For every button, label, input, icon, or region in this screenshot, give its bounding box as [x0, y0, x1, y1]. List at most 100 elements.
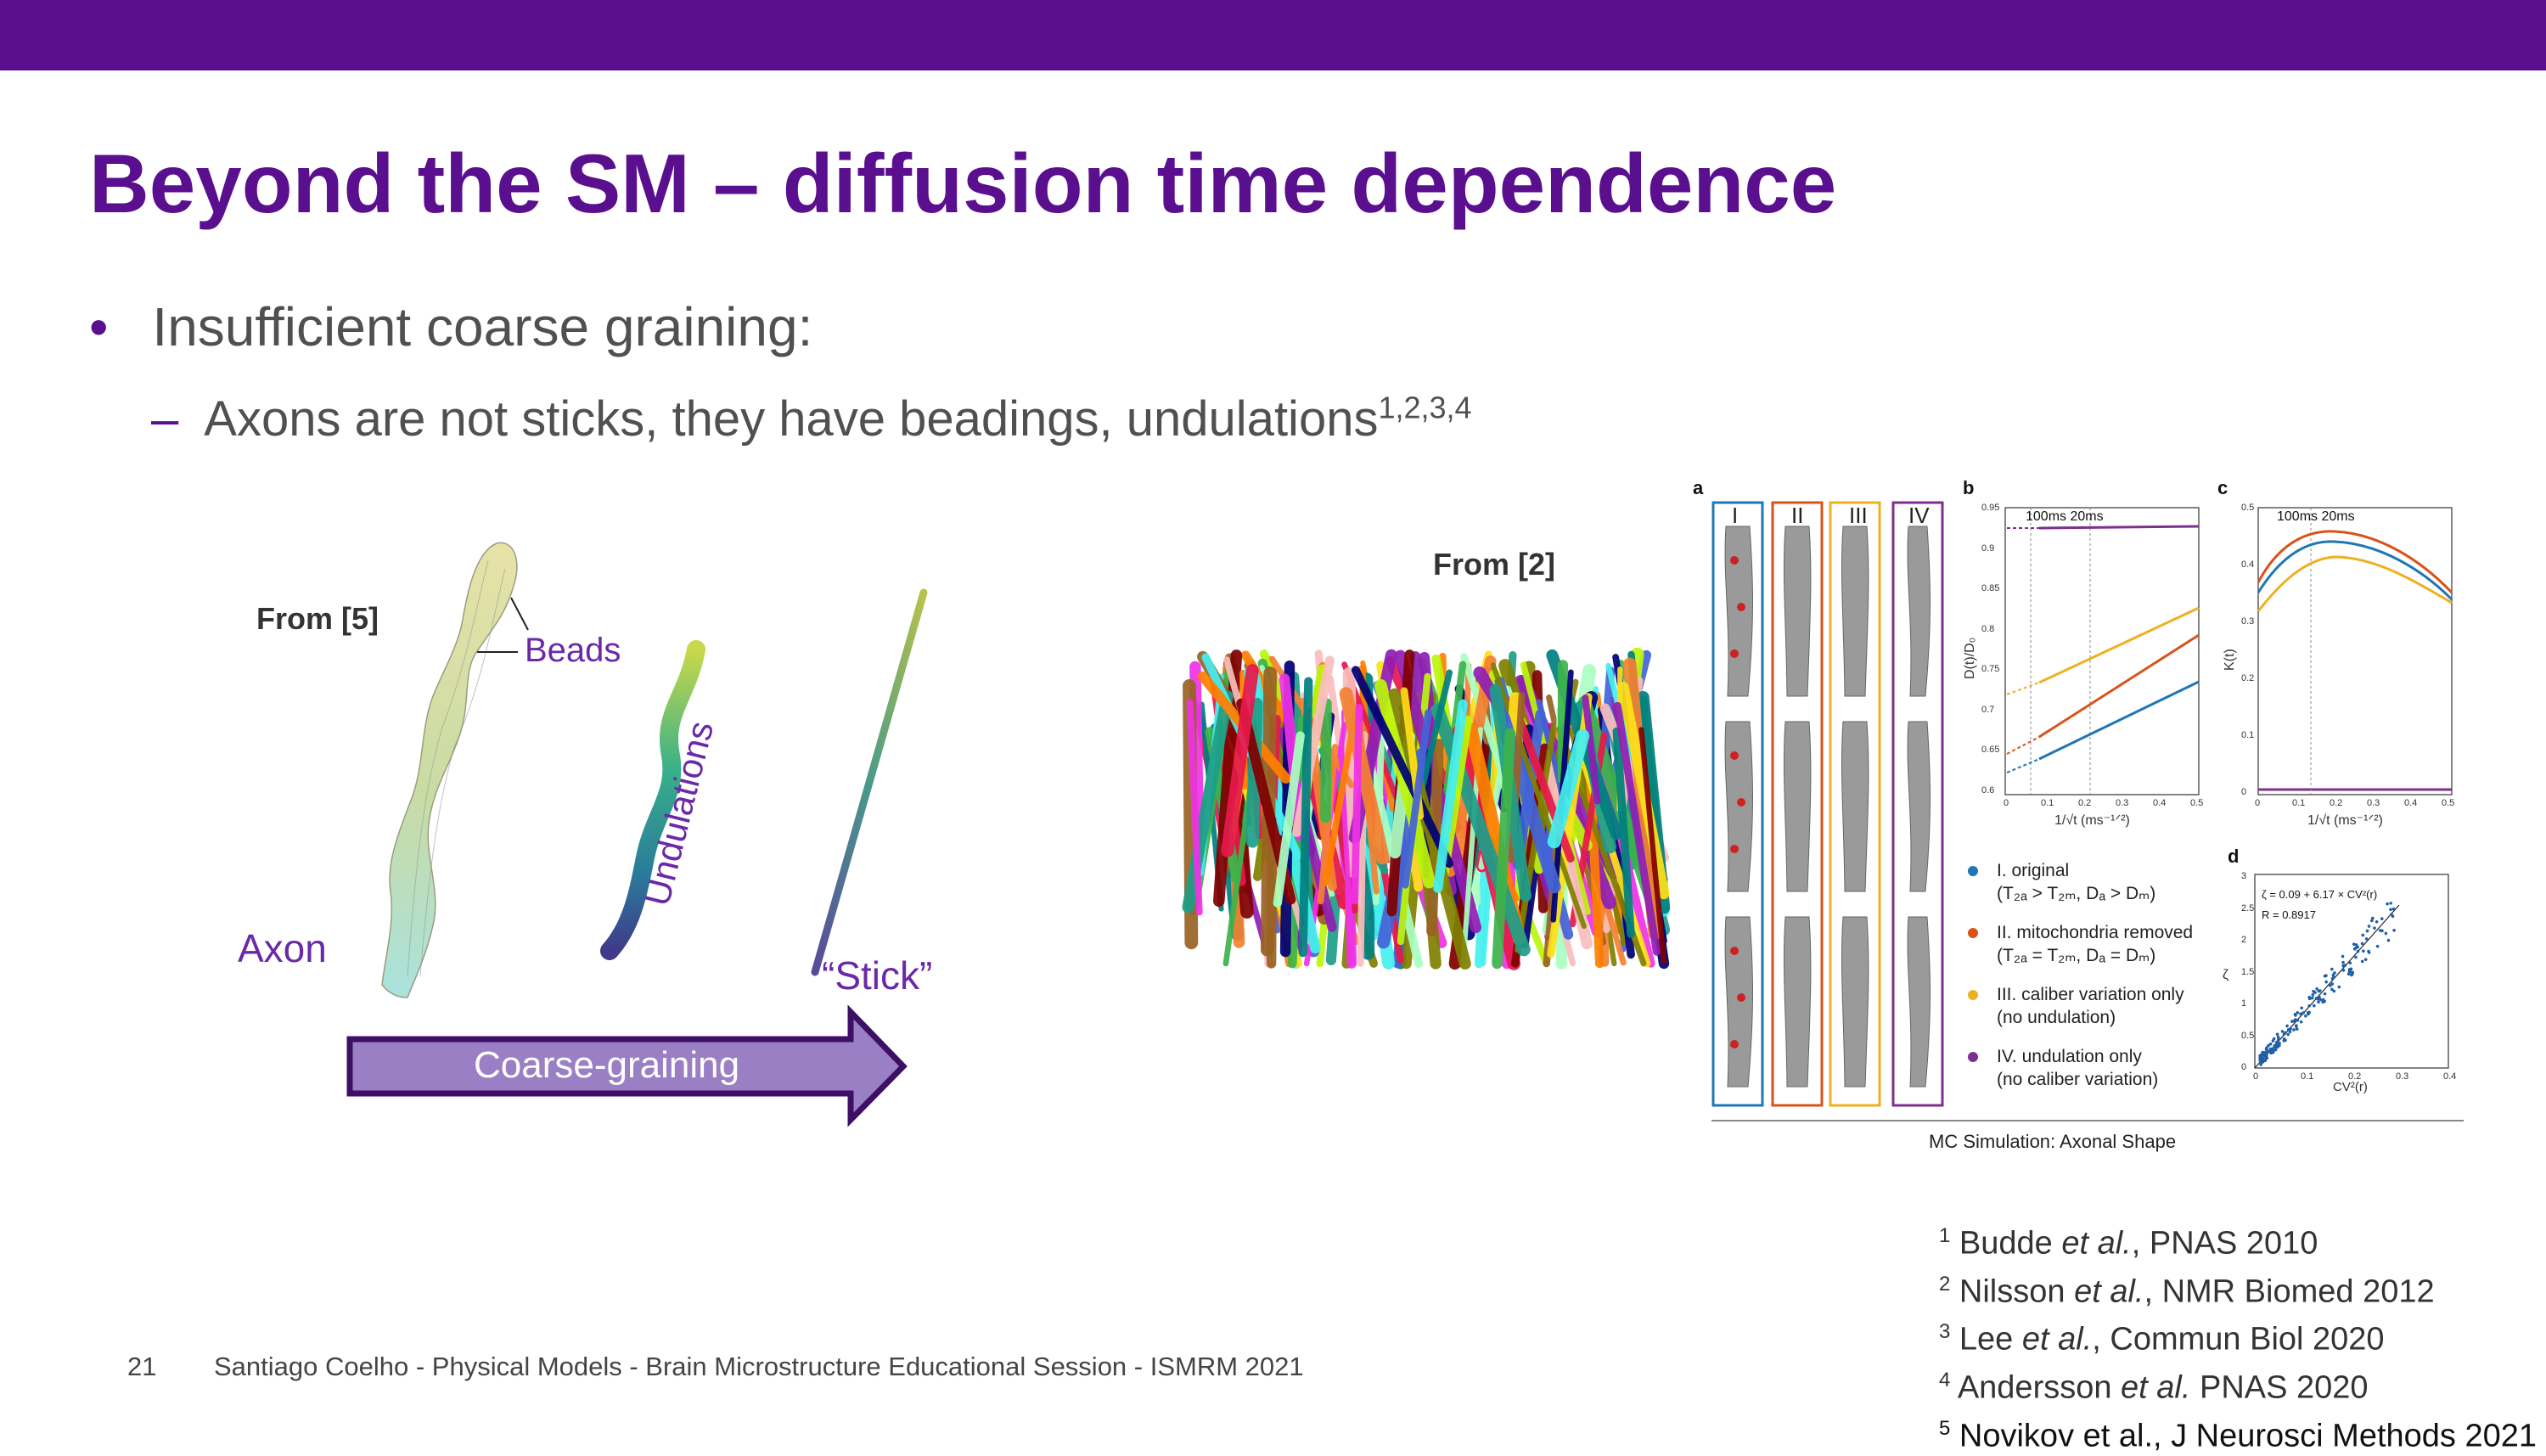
slide-title: Beyond the SM – diffusion time dependenc…	[89, 136, 1836, 232]
scatter-point	[2368, 925, 2371, 928]
axon-shape	[1784, 526, 1810, 696]
legend-entry: I. original(T₂ₐ > T₂ₘ, Dₐ > Dₘ)	[1997, 859, 2155, 905]
scatter-point	[2391, 915, 2395, 919]
axon-shape	[1784, 722, 1810, 891]
figure-baseline	[1711, 1119, 2464, 1122]
scatter-point	[2380, 917, 2384, 920]
axon-shape	[1908, 526, 1930, 696]
scatter-point	[2386, 902, 2389, 906]
scatter-point	[2272, 1039, 2275, 1043]
c-ytick: 0.2	[2241, 673, 2254, 683]
mitochondria-mark	[1737, 603, 1745, 611]
legend-marker	[1968, 990, 1978, 1000]
reference-number: 1	[1939, 1224, 1950, 1247]
scatter-point	[2274, 1048, 2278, 1052]
b-ytick: 0.6	[1981, 785, 1994, 795]
legend-subtitle: (T₂ₐ > T₂ₘ, Dₐ > Dₘ)	[1997, 882, 2155, 905]
panel-a-label: a	[1693, 477, 1703, 499]
mitochondria-mark	[1730, 947, 1739, 955]
axon-shape	[1841, 526, 1868, 696]
d-ylabel: ζ	[2223, 968, 2228, 983]
scatter-point	[2269, 1043, 2273, 1046]
c-ytick: 0	[2241, 787, 2246, 797]
b-ytick: 0.7	[1981, 705, 1994, 715]
b-xtick: 0.2	[2078, 798, 2091, 808]
bullet-level-2: –Axons are not sticks, they have beading…	[151, 391, 1472, 447]
scatter-point	[2283, 1032, 2286, 1036]
legend-entry: IV. undulation only(no caliber variation…	[1997, 1045, 2158, 1091]
d-xlabel: CV²(r)	[2333, 1080, 2368, 1094]
scatter-point	[2354, 956, 2358, 959]
b-ytick: 0.8	[1981, 624, 1994, 634]
scatter-point	[2299, 1012, 2302, 1015]
c-ytick: 0.3	[2241, 616, 2254, 627]
legend-title: IV. undulation only	[1997, 1045, 2158, 1068]
scatter-point	[2379, 929, 2382, 932]
mitochondria-mark	[1737, 993, 1745, 1002]
scatter-point	[2302, 1011, 2305, 1015]
scatter-point	[2362, 949, 2365, 953]
scatter-point	[2342, 969, 2346, 972]
scatter-point	[2392, 908, 2396, 911]
scatter-point	[2392, 929, 2396, 932]
scatter-point	[2341, 964, 2345, 968]
legend-title: III. caliber variation only	[1997, 983, 2184, 1006]
b-ytick: 0.65	[1981, 745, 1999, 755]
reference-item: 2 Nilsson et al., NMR Biomed 2012	[1939, 1264, 2537, 1313]
scatter-point	[2350, 967, 2353, 970]
scatter-point	[2330, 968, 2334, 971]
scatter-point	[2333, 990, 2336, 993]
zeta-scatter-plot	[2255, 874, 2450, 1070]
column-label-iii: III	[1849, 503, 1868, 529]
scatter-point	[2350, 974, 2353, 977]
axon-fiber	[1355, 708, 1359, 901]
mitochondria-mark	[1730, 845, 1739, 853]
axon-label: Axon	[238, 925, 327, 971]
reference-item: 1 Budde et al., PNAS 2010	[1939, 1216, 2537, 1264]
mitochondria-mark	[1737, 798, 1745, 807]
d-xtick: 0.3	[2396, 1071, 2408, 1082]
d-ytick: 1.5	[2241, 967, 2254, 977]
scatter-point	[2375, 920, 2379, 924]
scatter-point	[2284, 1038, 2287, 1042]
axon-shape	[1725, 917, 1752, 1087]
d-ytick: 1	[2241, 998, 2246, 1009]
scatter-point	[2324, 975, 2327, 978]
scatter-point	[2324, 981, 2328, 984]
scatter-point	[2324, 992, 2327, 996]
scatter-point	[2361, 960, 2364, 964]
scatter-point	[2373, 926, 2376, 930]
axon-fiber	[1325, 704, 1326, 818]
scatter-point	[2281, 1030, 2285, 1033]
mitochondria-mark	[1730, 556, 1739, 565]
b-ylabel: D(t)/D₀	[1963, 638, 1978, 679]
scatter-point	[2313, 991, 2317, 994]
scatter-point	[2294, 1013, 2297, 1016]
scatter-point	[2357, 950, 2360, 953]
bullet-marker: –	[151, 391, 178, 447]
scatter-point	[2294, 1018, 2297, 1021]
d-xtick: 0.4	[2443, 1071, 2456, 1082]
b-xtick: 0.3	[2116, 798, 2128, 808]
bullet-level-1: •Insufficient coarse graining:	[89, 295, 812, 358]
scatter-point	[2308, 997, 2312, 1000]
legend-title: I. original	[1997, 859, 2155, 882]
scatter-point	[2341, 961, 2345, 964]
d-ytick: 3	[2241, 871, 2246, 881]
scatter-point	[2318, 989, 2322, 992]
scatter-point	[2321, 1001, 2324, 1004]
c-xtick: 0.1	[2292, 798, 2305, 808]
reference-item: 4 Andersson et al. PNAS 2020	[1939, 1360, 2537, 1408]
b-xtick: 0.5	[2190, 798, 2203, 808]
axon-shape-columns	[1706, 501, 1961, 1112]
scatter-point	[2265, 1047, 2268, 1050]
scatter-point	[2311, 997, 2314, 1000]
d-ytick: 2	[2241, 935, 2246, 945]
d-formula: ζ = 0.09 + 6.17 × CV²(r)	[2262, 888, 2377, 901]
scatter-point	[2364, 958, 2368, 961]
top-banner	[0, 0, 2546, 70]
scatter-point	[2362, 934, 2365, 937]
d-xtick: 0.2	[2348, 1071, 2361, 1082]
bullet-text: Axons are not sticks, they have beadings…	[204, 391, 1378, 447]
